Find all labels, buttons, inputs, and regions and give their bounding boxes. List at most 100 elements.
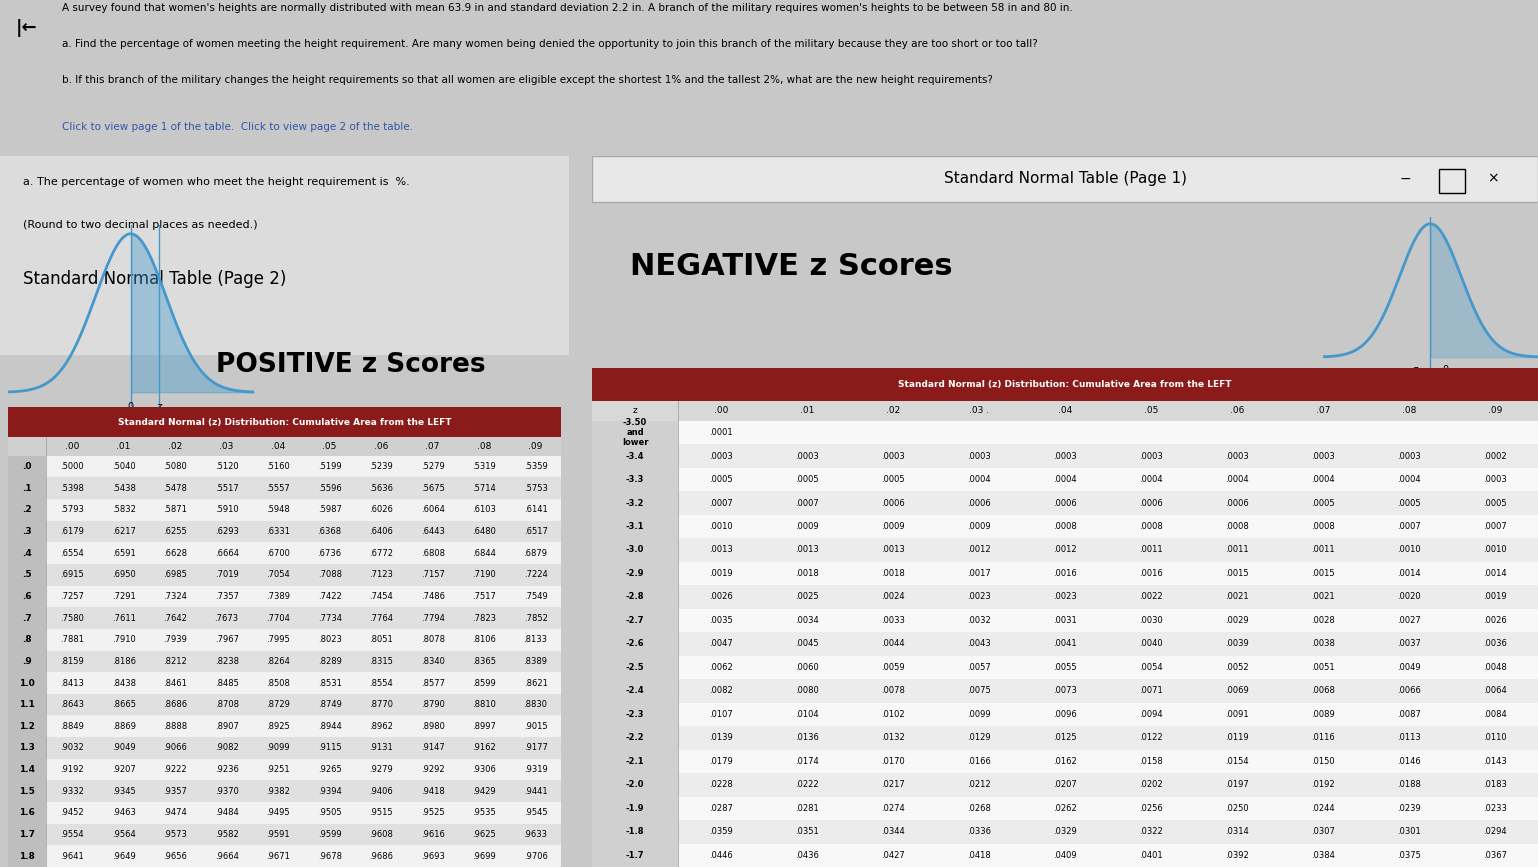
Text: .7190: .7190 [472,570,497,579]
Text: .0055: .0055 [1054,663,1077,672]
Text: .9099: .9099 [266,743,291,753]
Text: .09: .09 [1487,407,1503,415]
Text: .0132: .0132 [881,733,904,742]
Text: .7910: .7910 [112,636,135,644]
Text: 1.5: 1.5 [18,786,35,796]
Text: .0004: .0004 [1397,475,1421,484]
FancyBboxPatch shape [8,521,46,543]
Text: .8531: .8531 [318,679,341,688]
Text: .6844: .6844 [472,549,497,557]
FancyBboxPatch shape [0,156,569,355]
Text: .8962: .8962 [369,722,394,731]
Text: .7: .7 [22,614,32,623]
Text: .6700: .6700 [266,549,291,557]
Text: .0005: .0005 [1397,499,1421,507]
Text: .0047: .0047 [709,639,734,649]
Text: .7486: .7486 [420,592,444,601]
Text: .0446: .0446 [709,851,734,860]
Text: .5199: .5199 [318,462,341,471]
FancyBboxPatch shape [8,824,46,845]
Text: -1.7: -1.7 [626,851,644,860]
FancyBboxPatch shape [592,702,1538,726]
Text: 1.8: 1.8 [18,851,35,861]
Text: .00: .00 [714,407,729,415]
Text: .08: .08 [1401,407,1416,415]
Text: .0040: .0040 [1140,639,1163,649]
Text: .8438: .8438 [112,679,135,688]
Text: .0016: .0016 [1140,569,1163,578]
FancyBboxPatch shape [8,607,46,629]
Text: .0329: .0329 [1054,827,1077,837]
Text: .5987: .5987 [318,505,341,514]
FancyBboxPatch shape [592,655,1538,679]
Text: z: z [632,407,637,415]
Text: .0012: .0012 [1054,545,1077,555]
Text: .0003: .0003 [795,452,818,460]
Text: .0008: .0008 [1140,522,1163,531]
Text: .0080: .0080 [795,687,818,695]
Text: ×: × [1487,172,1498,186]
FancyBboxPatch shape [592,468,1538,492]
Text: .8810: .8810 [472,701,497,709]
Text: .5517: .5517 [215,484,238,492]
Text: .0024: .0024 [881,592,904,602]
FancyBboxPatch shape [8,737,46,759]
Text: .04: .04 [1058,407,1072,415]
Text: .0043: .0043 [967,639,990,649]
Text: .6985: .6985 [163,570,188,579]
FancyBboxPatch shape [8,672,46,694]
Text: .0082: .0082 [709,687,734,695]
Text: .8830: .8830 [523,701,548,709]
FancyBboxPatch shape [8,694,561,715]
Text: .5040: .5040 [112,462,135,471]
Text: .6915: .6915 [60,570,85,579]
FancyBboxPatch shape [8,585,561,607]
Text: .0008: .0008 [1054,522,1077,531]
Text: .5: .5 [22,570,32,579]
Text: .0010: .0010 [1397,545,1421,555]
Text: .0026: .0026 [1483,616,1507,625]
Text: .5398: .5398 [60,484,85,492]
Text: .0099: .0099 [967,710,990,719]
Text: .0150: .0150 [1312,757,1335,766]
Text: .7324: .7324 [163,592,188,601]
Text: .0025: .0025 [795,592,818,602]
Text: .8238: .8238 [215,657,238,666]
Text: .8888: .8888 [163,722,188,731]
Text: .0119: .0119 [1226,733,1249,742]
Text: .4: .4 [22,549,32,557]
Text: .8869: .8869 [112,722,135,731]
FancyBboxPatch shape [8,629,561,650]
Text: .0006: .0006 [1140,499,1163,507]
Text: .0032: .0032 [967,616,990,625]
Text: .7823: .7823 [472,614,497,623]
Text: .0244: .0244 [1312,804,1335,812]
Text: .0005: .0005 [795,475,818,484]
Text: .0274: .0274 [881,804,904,812]
Text: .0089: .0089 [1312,710,1335,719]
Text: .0003: .0003 [1054,452,1077,460]
Text: .0427: .0427 [881,851,904,860]
FancyBboxPatch shape [592,773,1538,797]
Text: .0281: .0281 [795,804,818,812]
Text: 1.1: 1.1 [18,701,35,709]
Text: .0009: .0009 [795,522,818,531]
Text: .0073: .0073 [1054,687,1077,695]
Text: -2.0: -2.0 [626,780,644,789]
Text: .0009: .0009 [881,522,904,531]
Text: .9049: .9049 [112,743,135,753]
Text: .5160: .5160 [266,462,291,471]
FancyBboxPatch shape [592,156,1538,202]
Text: .0041: .0041 [1054,639,1077,649]
FancyBboxPatch shape [592,444,678,468]
Text: .6664: .6664 [215,549,238,557]
Text: .0136: .0136 [795,733,820,742]
Text: .8790: .8790 [421,701,444,709]
Text: .0021: .0021 [1226,592,1249,602]
Text: .00: .00 [65,442,80,451]
Text: −: − [1400,172,1412,186]
Text: .9370: .9370 [215,786,238,796]
Text: .0023: .0023 [1054,592,1077,602]
FancyBboxPatch shape [8,564,561,585]
Text: .0008: .0008 [1226,522,1249,531]
